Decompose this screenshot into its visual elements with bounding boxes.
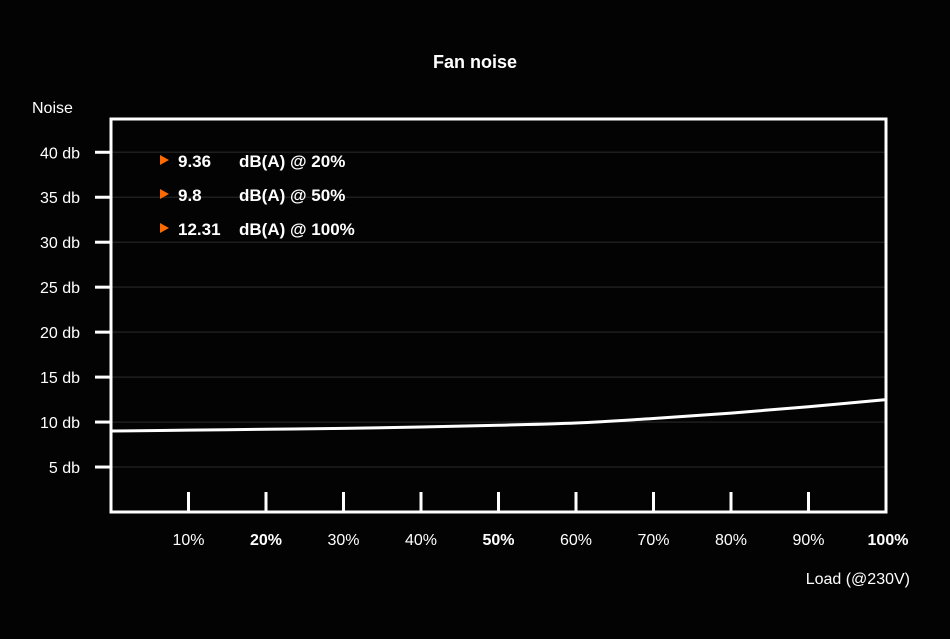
annotation-value: 9.8 xyxy=(178,186,202,205)
y-tick-label: 20 db xyxy=(40,325,80,342)
y-tick-label: 40 db xyxy=(40,145,80,162)
y-tick-label: 10 db xyxy=(40,415,80,432)
x-tick-label: 10% xyxy=(172,532,204,549)
x-tick-label: 60% xyxy=(560,532,592,549)
y-axis-label: Noise xyxy=(32,100,73,117)
x-tick-label: 70% xyxy=(637,532,669,549)
chart-title: Fan noise xyxy=(433,52,517,72)
annotation-value: 12.31 xyxy=(178,220,221,239)
y-tick-label: 15 db xyxy=(40,370,80,387)
orange-triangle-marker-icon xyxy=(160,155,169,165)
x-tick-label: 20% xyxy=(250,532,282,549)
x-tick-label: 30% xyxy=(327,532,359,549)
y-tick-label: 25 db xyxy=(40,280,80,297)
y-tick-label: 30 db xyxy=(40,235,80,252)
noise-curve xyxy=(110,398,887,433)
x-tick-label: 50% xyxy=(482,532,514,549)
plot-frame xyxy=(109,117,888,514)
y-tick-label: 5 db xyxy=(49,460,80,477)
annotation-text: dB(A) @ 20% xyxy=(239,152,345,171)
x-axis-label: Load (@230V) xyxy=(806,571,910,588)
orange-triangle-marker-icon xyxy=(160,223,169,233)
x-tick-label: 90% xyxy=(792,532,824,549)
annotation-text: dB(A) @ 50% xyxy=(239,186,345,205)
y-tick-label: 35 db xyxy=(40,190,80,207)
x-tick-label: 40% xyxy=(405,532,437,549)
annotation-text: dB(A) @ 100% xyxy=(239,220,355,239)
annotation-value: 9.36 xyxy=(178,152,211,171)
x-tick-label: 100% xyxy=(868,532,909,549)
orange-triangle-marker-icon xyxy=(160,189,169,199)
x-tick-label: 80% xyxy=(715,532,747,549)
